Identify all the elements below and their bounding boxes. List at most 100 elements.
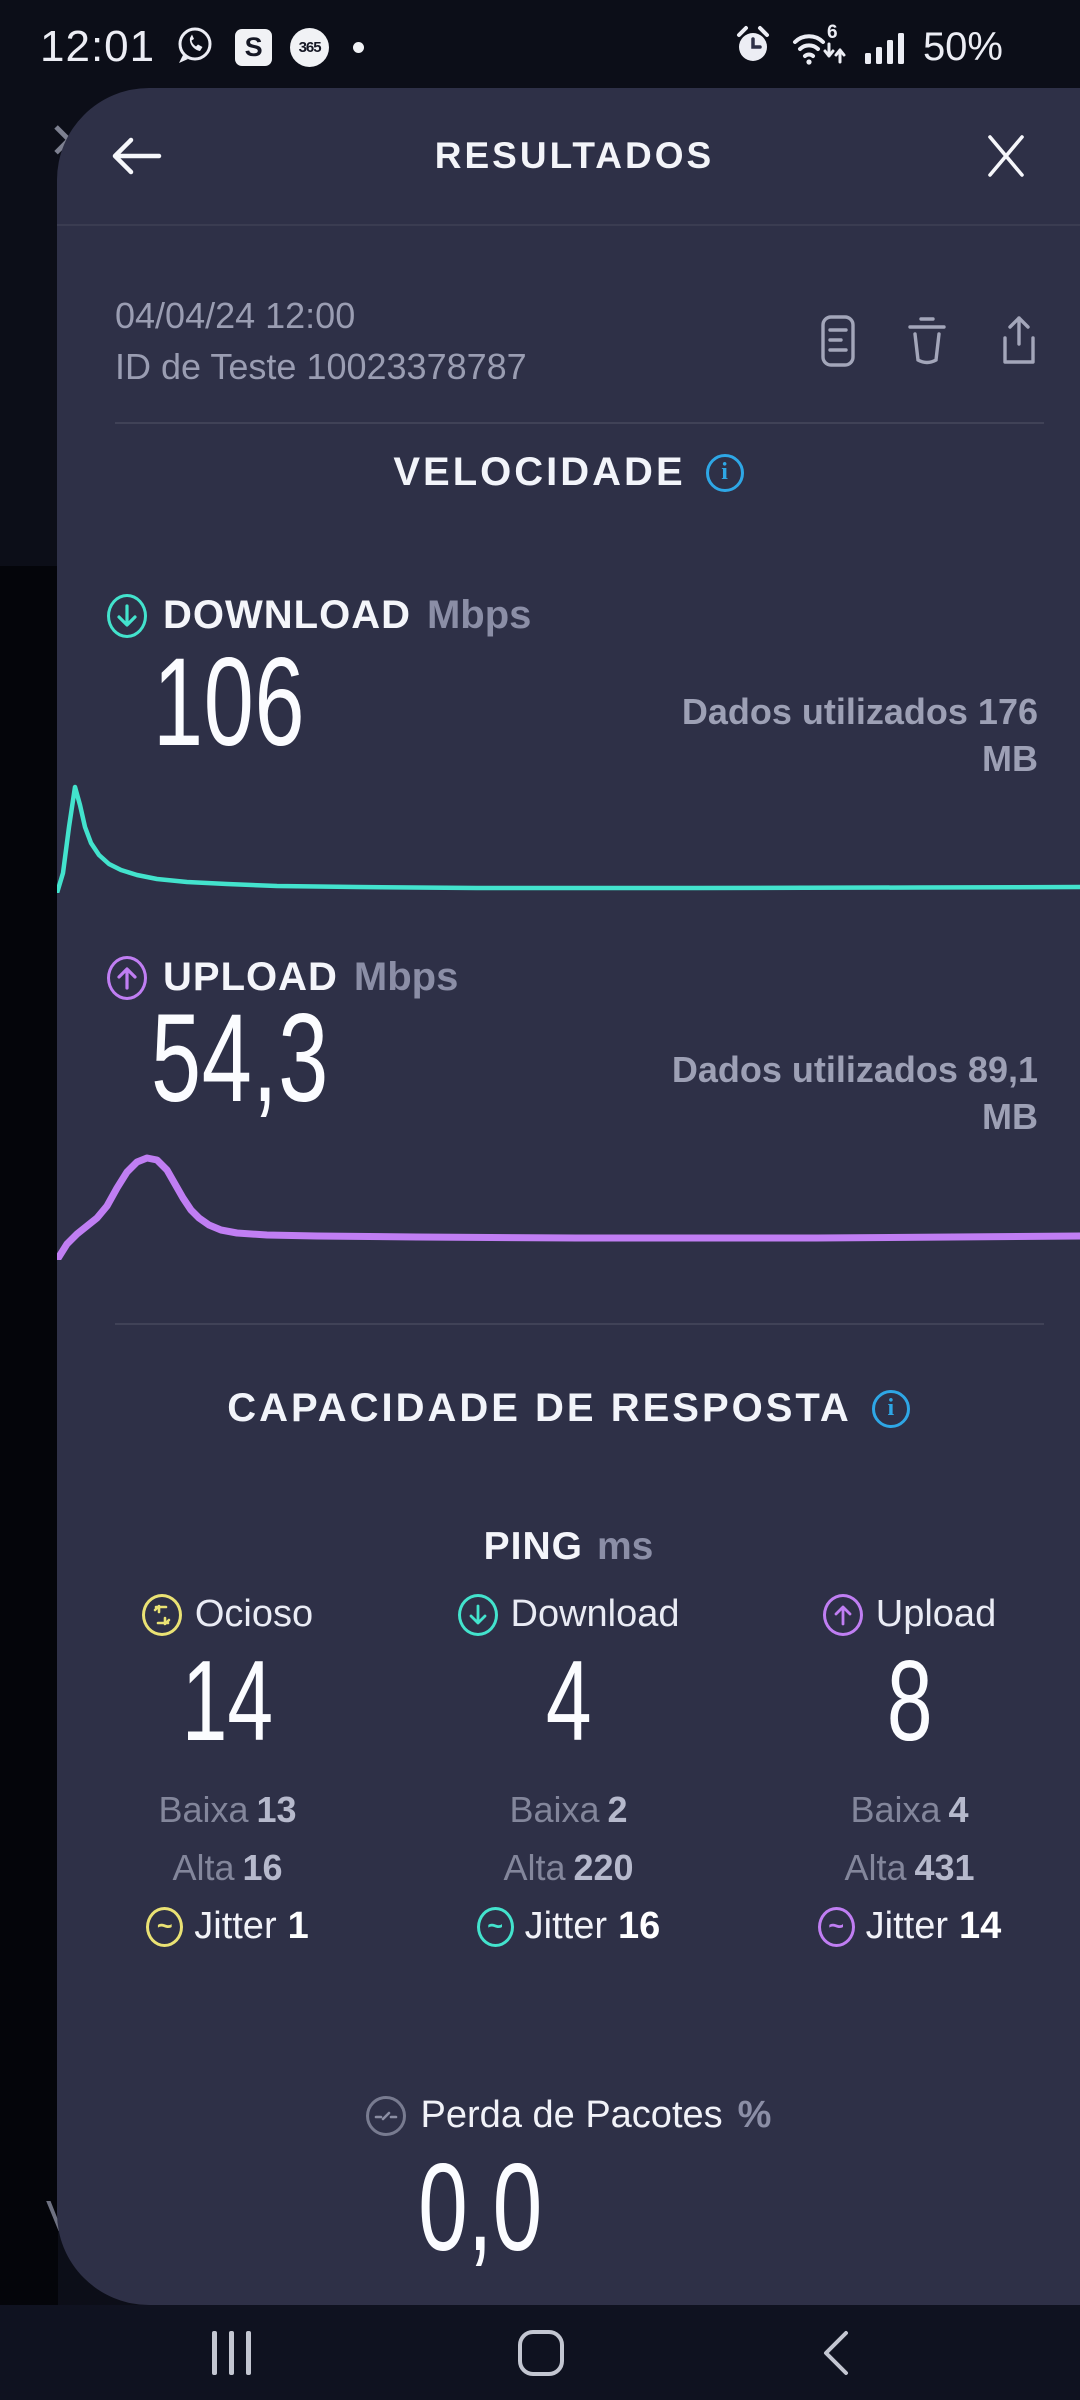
modal-header: RESULTADOS bbox=[57, 88, 1080, 226]
jitter-icon: ~ bbox=[817, 1906, 855, 1947]
status-bar: 12:01 S 365 bbox=[0, 0, 1080, 88]
download-high-row: Alta 220 bbox=[398, 1847, 739, 1889]
results-modal: RESULTADOS 04/04/24 12:00 ID de Teste 10… bbox=[57, 88, 1080, 2305]
android-back-button[interactable] bbox=[818, 2329, 852, 2380]
info-icon: i bbox=[705, 453, 744, 492]
high-label: Alta bbox=[503, 1847, 566, 1888]
download-circle-icon bbox=[107, 593, 147, 638]
share-icon bbox=[1003, 316, 1035, 364]
365-badge-text: 365 bbox=[298, 38, 322, 56]
upload-ping-value: 8 bbox=[886, 1638, 933, 1765]
download-ping-value: 4 bbox=[545, 1638, 592, 1765]
notification-dot-icon bbox=[353, 41, 365, 53]
recents-button[interactable] bbox=[212, 2331, 251, 2375]
ping-column-idle: Ocioso 14 Baixa 13 Alta 16 ~ Jitter 1 bbox=[57, 1593, 398, 2063]
divider bbox=[115, 1323, 1044, 1325]
clock-time: 12:01 bbox=[40, 22, 156, 71]
idle-high-row: Alta 16 bbox=[57, 1847, 398, 1889]
packet-loss-value: 0,0 bbox=[418, 2139, 543, 2277]
test-action-icons bbox=[820, 314, 1040, 368]
upload-unit: Mbps bbox=[353, 955, 459, 999]
packet-loss-row: Perda de Pacotes % bbox=[57, 2094, 1080, 2137]
upload-ping-label: Upload bbox=[875, 1593, 997, 1635]
ping-grid: Ocioso 14 Baixa 13 Alta 16 ~ Jitter 1 Down… bbox=[57, 1593, 1080, 2063]
download-ping-label: Download bbox=[510, 1593, 680, 1635]
close-icon bbox=[988, 135, 1024, 177]
upload-ping-value-wrap: 8 bbox=[739, 1645, 1080, 1759]
upload-low-row: Baixa 4 bbox=[739, 1789, 1080, 1831]
low-value: 2 bbox=[607, 1789, 628, 1830]
close-button[interactable] bbox=[984, 134, 1028, 178]
upload-circle-icon bbox=[107, 955, 147, 1000]
download-value: 106 bbox=[153, 633, 306, 772]
responsiveness-info-button[interactable]: i bbox=[871, 1389, 910, 1428]
speed-section-title: VELOCIDADE i bbox=[57, 450, 1080, 495]
battery-icon bbox=[1019, 23, 1046, 71]
background-dim-strip bbox=[0, 566, 58, 2305]
test-id: ID de Teste 10023378787 bbox=[115, 346, 527, 387]
back-chevron-icon bbox=[824, 2331, 848, 2375]
high-value: 16 bbox=[242, 1847, 283, 1888]
idle-latency-icon bbox=[141, 1593, 182, 1636]
signal-strength-icon bbox=[863, 23, 907, 72]
upload-label-row: UPLOAD Mbps bbox=[107, 955, 458, 1000]
idle-jitter-row: ~ Jitter 1 bbox=[57, 1905, 398, 1948]
low-value: 13 bbox=[256, 1789, 297, 1830]
status-bar-left: 12:01 S 365 bbox=[40, 22, 365, 72]
wifi6-icon: 6 bbox=[789, 22, 847, 73]
upload-graph-line bbox=[57, 1154, 1080, 1260]
download-label-row: DOWNLOAD Mbps bbox=[107, 593, 531, 638]
download-data-used: Dados utilizados 176 MB bbox=[681, 691, 1038, 779]
back-button[interactable] bbox=[107, 134, 165, 178]
download-graph-line bbox=[57, 784, 1080, 893]
status-bar-right: 6 50% bbox=[733, 22, 1046, 73]
high-label: Alta bbox=[844, 1847, 907, 1888]
upload-circle-icon bbox=[822, 1593, 863, 1636]
download-label: DOWNLOAD bbox=[163, 593, 411, 637]
upload-speed-graph bbox=[57, 1138, 1080, 1260]
upload-high-row: Alta 431 bbox=[739, 1847, 1080, 1889]
idle-low-row: Baixa 13 bbox=[57, 1789, 398, 1831]
ping-unit: ms bbox=[596, 1525, 654, 1568]
high-value: 431 bbox=[914, 1847, 975, 1888]
download-ping-value-wrap: 4 bbox=[398, 1645, 739, 1759]
jitter-icon: ~ bbox=[146, 1906, 184, 1947]
share-result-button[interactable] bbox=[998, 314, 1040, 368]
jitter-label: Jitter bbox=[194, 1905, 277, 1947]
high-label: Alta bbox=[172, 1847, 235, 1888]
high-value: 220 bbox=[573, 1847, 634, 1888]
packet-loss-icon bbox=[365, 2095, 406, 2136]
delete-result-button[interactable] bbox=[906, 314, 948, 368]
ping-label: PING bbox=[483, 1525, 583, 1568]
jitter-value: 16 bbox=[618, 1905, 661, 1947]
upload-value: 54,3 bbox=[151, 989, 330, 1128]
packet-loss-value-wrap: 0,0 bbox=[57, 2146, 1080, 2270]
s-badge-letter: S bbox=[244, 31, 263, 62]
divider bbox=[115, 422, 1044, 424]
low-value: 4 bbox=[948, 1789, 969, 1830]
back-arrow-icon bbox=[112, 137, 162, 175]
jitter-label: Jitter bbox=[865, 1905, 949, 1947]
download-ping-label-row: Download bbox=[398, 1593, 739, 1636]
download-unit: Mbps bbox=[426, 593, 532, 637]
speed-info-button[interactable]: i bbox=[705, 453, 744, 492]
whatsapp-notification-icon bbox=[173, 23, 217, 72]
download-jitter-row: ~ Jitter 16 bbox=[398, 1905, 739, 1948]
ping-header: PING ms bbox=[57, 1525, 1080, 1569]
packet-loss-label: Perda de Pacotes bbox=[420, 2094, 723, 2136]
alarm-clock-icon bbox=[733, 23, 773, 72]
upload-data-used: Dados utilizados 89,1 MB bbox=[671, 1049, 1038, 1137]
page-title: RESULTADOS bbox=[434, 135, 715, 176]
low-label: Baixa bbox=[158, 1789, 249, 1830]
responsiveness-section-label: CAPACIDADE DE RESPOSTA bbox=[227, 1386, 852, 1430]
home-button[interactable] bbox=[518, 2330, 564, 2376]
upload-jitter-row: ~ Jitter 14 bbox=[739, 1905, 1080, 1948]
results-list-button[interactable] bbox=[820, 314, 856, 368]
download-speed-graph bbox=[57, 775, 1080, 893]
jitter-value: 1 bbox=[287, 1905, 309, 1947]
trash-icon bbox=[908, 317, 946, 365]
ping-column-download: Download 4 Baixa 2 Alta 220 ~ Jitter 16 bbox=[398, 1593, 739, 2063]
responsiveness-section-title: CAPACIDADE DE RESPOSTA i bbox=[57, 1386, 1080, 1431]
ping-column-upload: Upload 8 Baixa 4 Alta 431 ~ Jitter 14 bbox=[739, 1593, 1080, 2063]
idle-label: Ocioso bbox=[194, 1593, 314, 1635]
